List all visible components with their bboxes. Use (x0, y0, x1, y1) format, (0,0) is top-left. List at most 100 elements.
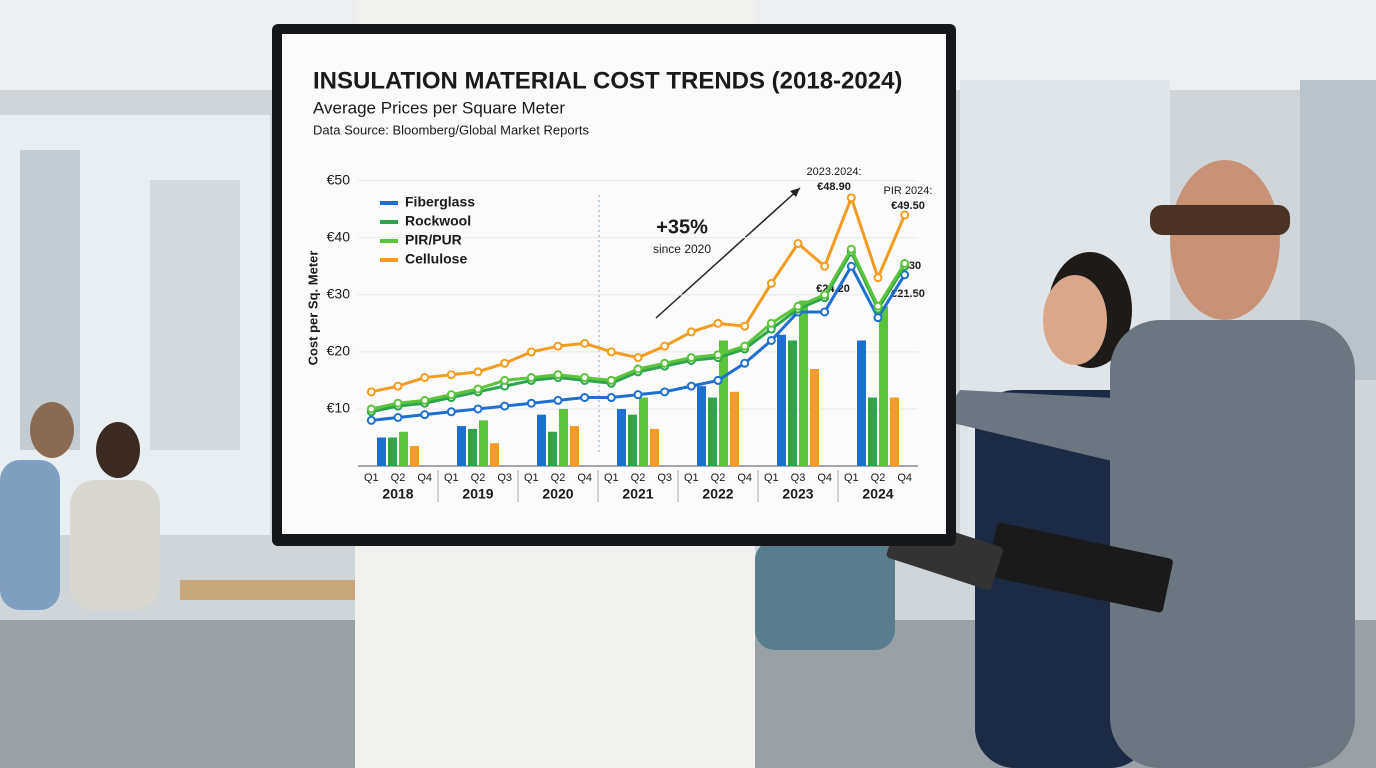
person-head (96, 422, 140, 478)
bar (559, 408, 568, 466)
x-tick-label: Q2 (711, 472, 726, 484)
chair (755, 540, 895, 650)
person-head (1170, 160, 1280, 320)
bar (617, 408, 626, 466)
bar (719, 340, 728, 466)
point (553, 370, 563, 380)
point (740, 358, 750, 368)
annotation: €49.50 (891, 200, 925, 212)
x-tick-label: Q2 (471, 472, 486, 484)
x-tick-label: Q4 (897, 472, 912, 484)
x-tick-label: Q3 (497, 472, 512, 484)
person-body (0, 460, 60, 610)
x-tick-label: Q4 (577, 472, 592, 484)
bar (457, 426, 466, 466)
point (820, 307, 830, 317)
point (580, 338, 590, 348)
annotation: €48.90 (817, 181, 851, 193)
point (580, 393, 590, 403)
point (766, 335, 776, 345)
person-body (1110, 320, 1355, 768)
point (420, 373, 430, 383)
legend-label: Rockwool (405, 213, 471, 229)
x-tick-label: Q2 (551, 472, 566, 484)
bar (708, 397, 717, 466)
person-hair (1150, 205, 1290, 235)
point (366, 415, 376, 425)
bar (410, 446, 419, 466)
bar (788, 340, 797, 466)
point (766, 278, 776, 288)
annotation: 2023.2024: (806, 166, 861, 178)
x-tick-label: Q1 (524, 472, 539, 484)
bar (810, 369, 819, 466)
x-tick-label: Q4 (417, 472, 432, 484)
bar (857, 340, 866, 466)
bar (730, 391, 739, 466)
point (660, 387, 670, 397)
bar (697, 386, 706, 466)
y-tick-label: €20 (327, 343, 351, 359)
annotation: +35% (656, 216, 708, 238)
point (900, 258, 910, 268)
point (793, 238, 803, 248)
point (633, 353, 643, 363)
point (446, 407, 456, 417)
person-head (30, 402, 74, 458)
bar (537, 414, 546, 466)
year-label: 2022 (702, 486, 733, 502)
point (660, 341, 670, 351)
point (846, 244, 856, 254)
desk (180, 580, 360, 600)
bar (639, 397, 648, 466)
x-tick-label: Q1 (364, 472, 379, 484)
year-label: 2024 (862, 486, 893, 502)
point (606, 375, 616, 385)
x-tick-label: Q4 (737, 472, 752, 484)
bar (868, 397, 877, 466)
point (793, 301, 803, 311)
point (366, 404, 376, 414)
point (900, 210, 910, 220)
year-label: 2018 (382, 486, 413, 502)
point (473, 367, 483, 377)
x-tick-label: Q2 (631, 472, 646, 484)
point (446, 370, 456, 380)
x-tick-label: Q1 (444, 472, 459, 484)
bar (650, 428, 659, 466)
annotation: €21.50 (891, 288, 925, 300)
point (393, 381, 403, 391)
person-arm (940, 390, 1150, 470)
point (580, 373, 590, 383)
point (500, 358, 510, 368)
point (873, 273, 883, 283)
point (846, 193, 856, 203)
bar (628, 414, 637, 466)
point (633, 390, 643, 400)
point (553, 395, 563, 405)
point (500, 375, 510, 385)
chart-subtitle: Average Prices per Square Meter (313, 98, 565, 117)
bar (890, 397, 899, 466)
point (473, 404, 483, 414)
point (553, 341, 563, 351)
y-tick-label: €10 (327, 400, 351, 416)
year-label: 2021 (622, 486, 653, 502)
year-label: 2019 (462, 486, 493, 502)
y-tick-label: €40 (327, 228, 351, 244)
x-tick-label: Q1 (764, 472, 779, 484)
point (606, 347, 616, 357)
point (526, 373, 536, 383)
point (500, 401, 510, 411)
point (820, 261, 830, 271)
point (873, 301, 883, 311)
year-label: 2023 (782, 486, 813, 502)
point (606, 393, 616, 403)
point (766, 318, 776, 328)
point (713, 375, 723, 385)
x-tick-label: Q1 (844, 472, 859, 484)
bar (570, 426, 579, 466)
point (526, 347, 536, 357)
x-tick-label: Q4 (817, 472, 832, 484)
